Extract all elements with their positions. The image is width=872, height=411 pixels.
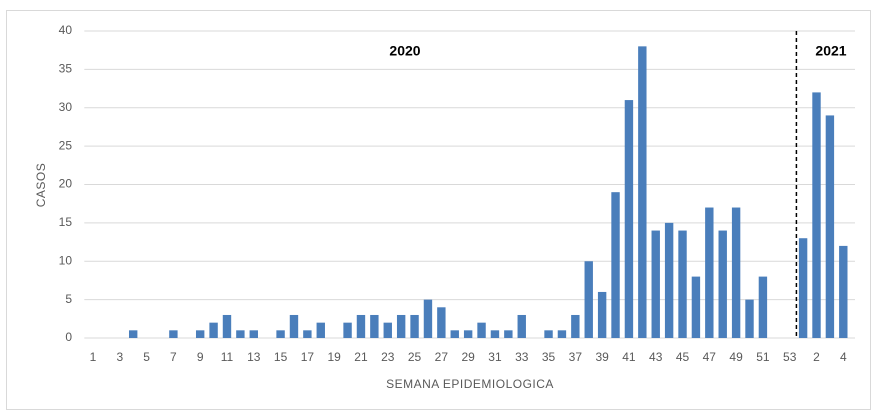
bar [316,322,325,338]
bar [195,330,205,338]
bar [584,261,593,338]
x-tick-label: 19 [327,350,341,364]
x-tick-label: 21 [354,350,368,364]
bar [705,207,714,338]
bar [303,330,312,338]
x-tick-label: 13 [247,350,261,364]
bar [450,330,459,338]
bar [249,330,258,338]
x-tick-label: 25 [408,350,422,364]
bar [396,314,406,338]
bar [678,230,687,338]
bar [611,192,620,338]
bar [169,330,178,338]
bar [289,314,299,338]
bar [276,330,285,338]
y-tick-label: 25 [59,138,73,152]
x-tick-label: 17 [301,350,315,364]
bar [504,330,513,338]
x-tick-label: 43 [649,350,663,364]
x-tick-label: 53 [783,350,797,364]
bar [544,330,553,338]
bar [209,322,218,338]
bar [356,314,366,338]
x-tick-label: 47 [703,350,717,364]
y-axis-title: CASOS [34,163,48,208]
x-tick-label: 9 [197,350,204,364]
bar [383,322,392,338]
x-tick-label: 4 [840,350,847,364]
x-tick-label: 5 [143,350,150,364]
bar [651,230,660,338]
bar [463,330,473,338]
x-tick-label: 11 [221,350,234,364]
bar [477,322,486,338]
bar [490,330,500,338]
y-tick-label: 30 [59,100,73,114]
y-tick-label: 20 [59,177,73,191]
x-tick-label: 1 [90,350,97,364]
y-tick-label: 5 [65,292,72,306]
x-tick-label: 27 [435,350,449,364]
y-tick-label: 15 [59,215,73,229]
x-tick-label: 3 [116,350,123,364]
x-tick-label: 51 [756,350,770,364]
bar [839,245,848,338]
bar [745,299,754,338]
bar [758,276,768,338]
x-tick-label: 23 [381,350,395,364]
x-tick-label: 29 [461,350,475,364]
bar [571,314,580,338]
bar [664,222,674,338]
bar [423,299,433,338]
bar [691,276,701,338]
x-tick-label: 35 [542,350,556,364]
bar [128,330,138,338]
bar [370,314,379,338]
bar [222,314,232,338]
bar [718,230,727,338]
bar [410,314,419,338]
chart-frame [6,10,871,410]
y-tick-label: 10 [59,253,73,267]
x-tick-label: 41 [622,350,636,364]
bar [624,100,634,338]
x-tick-label: 15 [274,350,288,364]
x-tick-label: 49 [729,350,743,364]
bar [343,322,352,338]
bar [236,330,245,338]
y-tick-label: 0 [65,330,72,344]
bar [812,92,821,339]
bar [437,307,446,338]
y-tick-label: 40 [59,23,73,37]
y-tick-label: 35 [59,62,73,76]
bar [557,330,567,338]
year-label: 2020 [389,43,420,59]
bar [638,46,647,338]
x-tick-label: 39 [595,350,609,364]
bar [731,207,741,338]
x-tick-label: 45 [676,350,690,364]
x-tick-label: 37 [569,350,583,364]
x-tick-label: 2 [813,350,820,364]
x-axis-title: SEMANA EPIDEMIOLOGICA [386,377,554,391]
bar [825,115,835,338]
x-tick-label: 7 [170,350,177,364]
year-label: 2021 [815,43,846,59]
bar [597,291,607,338]
bar [517,314,526,338]
x-tick-label: 33 [515,350,529,364]
x-tick-label: 31 [488,350,502,364]
bar [798,238,808,338]
